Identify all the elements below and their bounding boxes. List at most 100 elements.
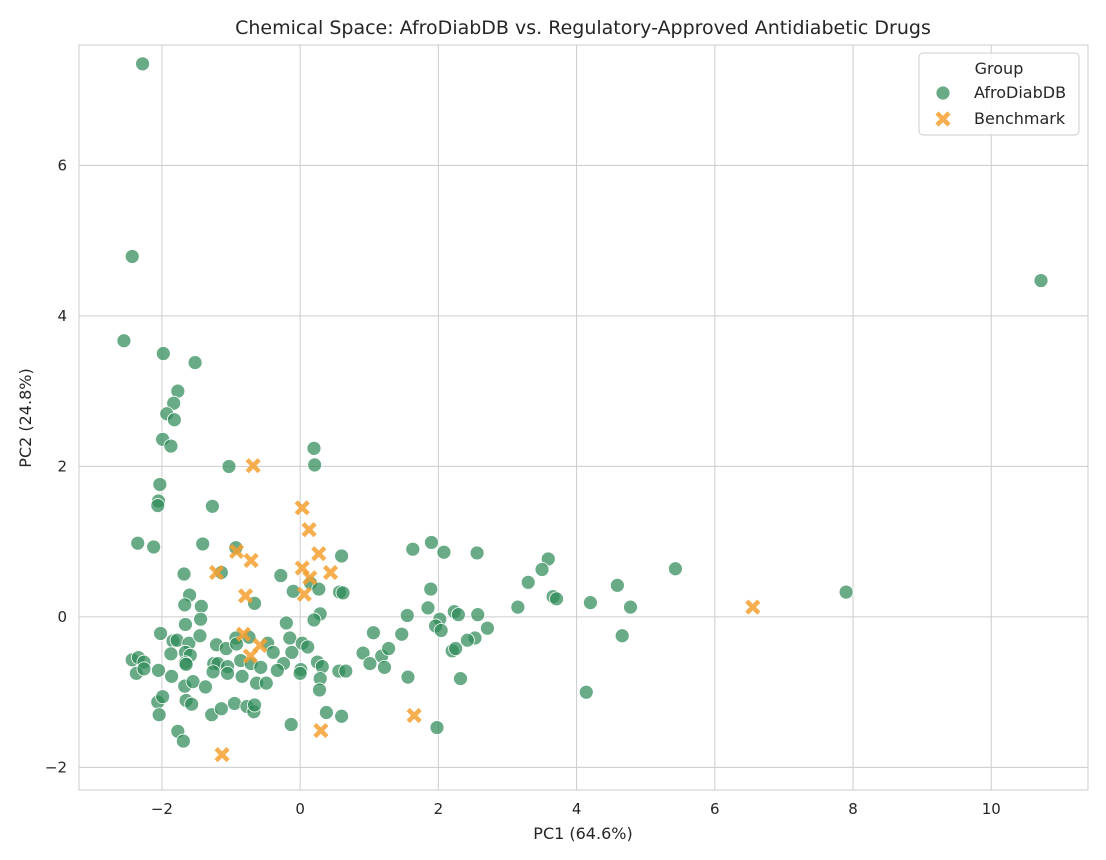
data-point-afrodiabdb [234,668,250,684]
data-point-benchmark [252,637,268,654]
y-axis-label: PC2 (24.8%) [16,368,35,467]
data-point-afrodiabdb [269,662,285,678]
data-point-benchmark [302,570,318,586]
data-point-afrodiabdb [381,641,397,656]
data-point-afrodiabdb [420,600,436,616]
y-tick-label: 2 [57,457,67,475]
data-point-afrodiabdb [178,656,194,672]
data-point-benchmark [296,586,312,602]
data-points [116,56,1049,763]
data-point-benchmark [406,707,422,724]
data-point-benchmark [245,458,261,474]
data-point-afrodiabdb [838,584,854,600]
data-point-afrodiabdb [221,459,237,474]
data-point-afrodiabdb [150,498,166,513]
data-point-afrodiabdb [307,457,323,473]
legend-box [918,52,1080,136]
x-tick-label: 8 [848,800,858,818]
data-point-afrodiabdb [623,599,638,615]
data-point-afrodiabdb [520,574,536,590]
data-point-afrodiabdb [247,697,262,713]
data-point-afrodiabdb [314,659,330,674]
data-point-benchmark [313,722,329,739]
data-point-benchmark [242,648,258,664]
y-tick-label: 0 [57,608,67,626]
y-tick-label: 4 [57,307,67,325]
data-point-afrodiabdb [436,544,452,560]
data-point-afrodiabdb [136,661,152,677]
data-point-afrodiabdb [429,720,445,735]
data-point-afrodiabdb [362,656,378,671]
data-point-afrodiabdb [187,355,203,370]
data-point-afrodiabdb [284,644,300,660]
data-point-afrodiabdb [220,665,235,681]
data-point-afrodiabdb [470,607,486,623]
data-point-benchmark [301,522,317,538]
data-point-afrodiabdb [578,684,594,700]
data-point-afrodiabdb [185,674,201,690]
data-point-afrodiabdb [459,632,475,648]
data-point-afrodiabdb [195,536,211,552]
legend-title: Group [975,59,1024,78]
data-point-afrodiabdb [164,668,180,684]
data-point-afrodiabdb [155,689,171,705]
data-point-afrodiabdb [163,438,179,454]
data-point-benchmark [243,552,259,569]
data-point-afrodiabdb [227,696,242,711]
data-point-afrodiabdb [311,581,327,597]
x-tick-label: 0 [295,800,305,818]
data-point-afrodiabdb [193,611,209,627]
data-point-afrodiabdb [153,626,168,641]
x-tick-label: −2 [151,800,173,818]
data-point-afrodiabdb [480,620,495,636]
data-point-afrodiabdb [534,562,550,577]
data-point-benchmark [745,599,761,615]
data-point-benchmark [237,588,254,604]
legend-marker-afrodiabdb [935,85,951,101]
chart-title: Chemical Space: AfroDiabDB vs. Regulator… [235,17,931,39]
data-point-afrodiabdb [338,663,354,679]
y-tick-label: −2 [45,758,67,776]
data-point-afrodiabdb [292,665,308,681]
data-point-benchmark [208,564,225,581]
data-point-afrodiabdb [549,591,564,607]
data-point-afrodiabdb [334,708,350,724]
data-point-afrodiabdb [253,659,269,675]
data-point-benchmark [294,500,310,516]
data-point-afrodiabdb [335,585,351,601]
data-point-afrodiabdb [448,641,464,656]
data-point-afrodiabdb [1033,273,1049,288]
data-point-afrodiabdb [282,630,298,646]
data-point-afrodiabdb [198,679,213,695]
data-point-benchmark [235,626,252,642]
legend-label-afrodiabdb: AfroDiabDB [974,83,1066,102]
data-point-afrodiabdb [135,56,150,72]
data-point-afrodiabdb [258,675,274,691]
legend: Group AfroDiabDB Benchmark [918,52,1080,136]
data-point-afrodiabdb [400,669,416,685]
data-point-afrodiabdb [192,628,208,644]
data-point-afrodiabdb [433,623,449,638]
data-point-afrodiabdb [152,477,168,492]
data-point-afrodiabdb [213,701,229,717]
data-point-afrodiabdb [306,612,322,628]
data-point-afrodiabdb [184,696,200,712]
x-tick-label: 10 [982,800,1001,818]
data-point-benchmark [322,564,339,581]
legend-label-benchmark: Benchmark [974,109,1066,128]
data-point-afrodiabdb [377,659,392,675]
data-point-afrodiabdb [300,639,316,655]
data-point-afrodiabdb [405,541,421,557]
data-point-afrodiabdb [146,539,162,555]
data-point-afrodiabdb [278,615,294,631]
data-point-afrodiabdb [312,682,327,698]
data-point-afrodiabdb [399,608,415,623]
data-point-afrodiabdb [193,598,209,614]
data-point-afrodiabdb [175,733,191,749]
data-point-afrodiabdb [204,498,220,514]
data-point-afrodiabdb [130,535,146,551]
data-point-afrodiabdb [155,346,171,361]
data-point-afrodiabdb [469,545,485,561]
data-point-afrodiabdb [116,333,132,349]
data-point-benchmark [311,546,327,562]
